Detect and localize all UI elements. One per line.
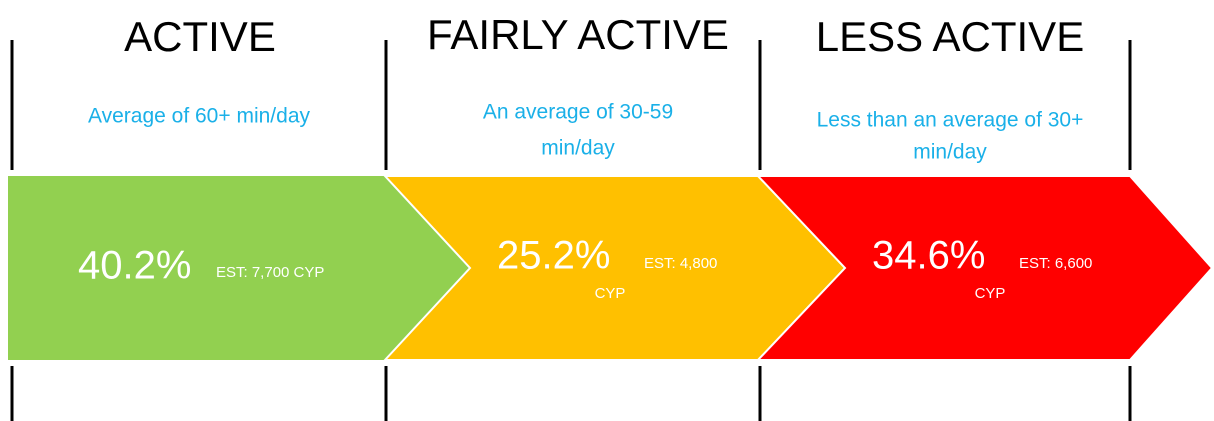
arrow-active [8, 176, 470, 360]
estimate: CYP [975, 285, 1006, 302]
heading: FAIRLY ACTIVE [427, 11, 729, 58]
description: An average of 30-59 [483, 101, 673, 124]
description: Less than an average of 30+ [817, 109, 1084, 132]
heading: LESS ACTIVE [816, 13, 1084, 60]
percent: 34.6% [872, 234, 985, 278]
description: min/day [913, 141, 987, 164]
heading: ACTIVE [124, 13, 276, 60]
percent: 25.2% [497, 234, 610, 278]
estimate: EST: 7,700 CYP [216, 264, 324, 281]
estimate: CYP [595, 285, 626, 302]
description: Average of 60+ min/day [88, 105, 311, 128]
estimate: EST: 6,600 [1019, 255, 1092, 272]
percent: 40.2% [78, 244, 191, 288]
estimate: EST: 4,800 [644, 255, 717, 272]
arrow-less-active [755, 175, 1214, 361]
description: min/day [541, 137, 615, 160]
